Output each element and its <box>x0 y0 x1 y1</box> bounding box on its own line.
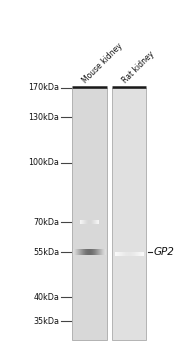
Text: 170kDa: 170kDa <box>28 84 59 92</box>
Text: 70kDa: 70kDa <box>33 218 59 227</box>
Bar <box>72 88 107 340</box>
Text: 40kDa: 40kDa <box>33 293 59 302</box>
Bar <box>112 88 147 340</box>
Text: GP2: GP2 <box>153 247 174 257</box>
Text: 55kDa: 55kDa <box>33 247 59 257</box>
Text: 35kDa: 35kDa <box>33 317 59 326</box>
Text: 130kDa: 130kDa <box>28 113 59 122</box>
Text: Mouse kidney: Mouse kidney <box>81 41 125 85</box>
Text: 100kDa: 100kDa <box>28 158 59 167</box>
Text: Rat kidney: Rat kidney <box>121 50 156 85</box>
